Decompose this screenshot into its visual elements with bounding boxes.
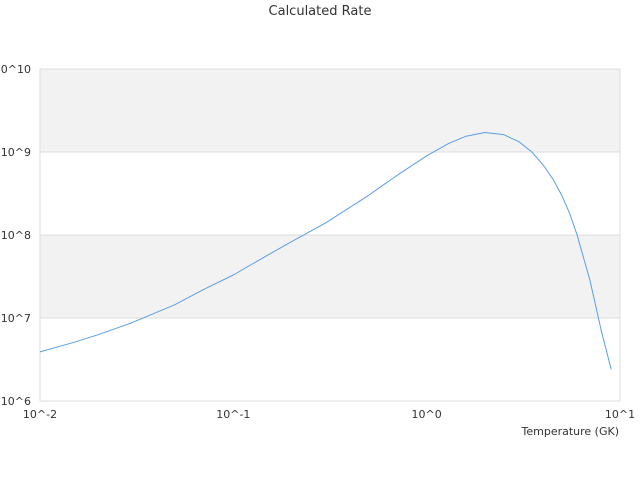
x-tick-label: 10^0 <box>412 408 442 421</box>
y-tick-label: 10^9 <box>1 146 31 159</box>
grid-band <box>40 69 620 152</box>
y-tick-label: 10^6 <box>1 395 31 408</box>
series-line <box>39 132 612 370</box>
x-tick-label: 10^-2 <box>23 408 57 421</box>
y-tick-label: 0^10 <box>1 63 31 76</box>
x-tick-label: 10^1 <box>605 408 635 421</box>
y-axis-ticks: 10^6 10^7 10^8 10^9 0^10 <box>1 63 31 408</box>
y-tick-label: 10^7 <box>1 312 31 325</box>
gridlines <box>39 68 621 402</box>
y-tick-label: 10^8 <box>1 229 31 242</box>
x-axis-label: Temperature (GK) <box>521 425 620 438</box>
grid-bands <box>40 69 620 318</box>
chart-title: Calculated Rate <box>268 4 372 19</box>
x-axis-ticks: 10^-2 10^-1 10^0 10^1 <box>23 408 635 421</box>
x-tick-label: 10^-1 <box>216 408 250 421</box>
series-layer <box>39 132 612 370</box>
grid-band <box>40 235 620 318</box>
